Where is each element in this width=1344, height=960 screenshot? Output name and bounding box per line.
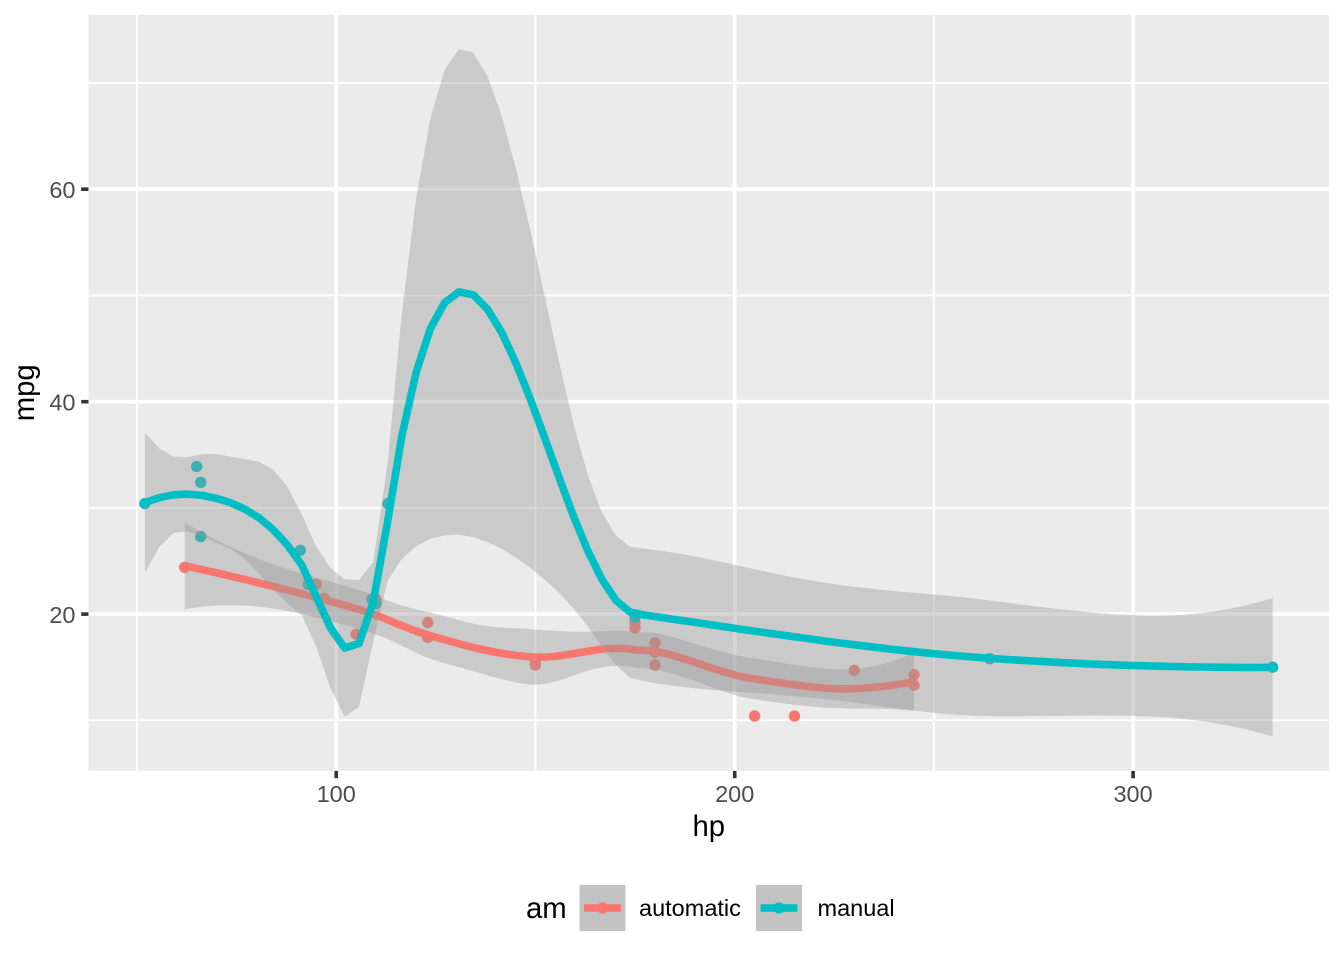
svg-text:300: 300 bbox=[1113, 781, 1152, 807]
svg-text:automatic: automatic bbox=[639, 895, 741, 921]
svg-text:200: 200 bbox=[715, 781, 754, 807]
svg-text:am: am bbox=[526, 892, 567, 925]
svg-text:hp: hp bbox=[693, 810, 726, 843]
svg-text:100: 100 bbox=[317, 781, 356, 807]
svg-text:20: 20 bbox=[49, 602, 75, 628]
svg-text:60: 60 bbox=[49, 177, 75, 203]
svg-text:mpg: mpg bbox=[8, 364, 41, 421]
svg-text:40: 40 bbox=[49, 390, 75, 416]
svg-text:manual: manual bbox=[818, 895, 895, 921]
